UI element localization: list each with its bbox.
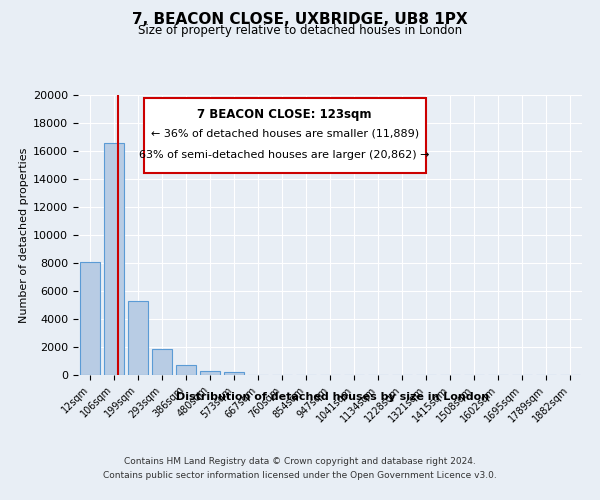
Bar [224, 372, 244, 375]
Text: Contains HM Land Registry data © Crown copyright and database right 2024.: Contains HM Land Registry data © Crown c… [124, 458, 476, 466]
Text: ← 36% of detached houses are smaller (11,889): ← 36% of detached houses are smaller (11… [151, 128, 419, 138]
Text: 7 BEACON CLOSE: 123sqm: 7 BEACON CLOSE: 123sqm [197, 108, 372, 120]
Bar [80, 262, 100, 375]
Text: Distribution of detached houses by size in London: Distribution of detached houses by size … [176, 392, 490, 402]
Bar [200, 371, 220, 375]
Bar [104, 142, 124, 375]
Text: Size of property relative to detached houses in London: Size of property relative to detached ho… [138, 24, 462, 37]
Text: 7, BEACON CLOSE, UXBRIDGE, UB8 1PX: 7, BEACON CLOSE, UXBRIDGE, UB8 1PX [132, 12, 468, 28]
Text: 63% of semi-detached houses are larger (20,862) →: 63% of semi-detached houses are larger (… [139, 150, 430, 160]
Bar [176, 364, 196, 375]
Bar [128, 301, 148, 375]
Bar [152, 349, 172, 375]
Y-axis label: Number of detached properties: Number of detached properties [19, 148, 29, 322]
FancyBboxPatch shape [143, 98, 426, 174]
Text: Contains public sector information licensed under the Open Government Licence v3: Contains public sector information licen… [103, 471, 497, 480]
